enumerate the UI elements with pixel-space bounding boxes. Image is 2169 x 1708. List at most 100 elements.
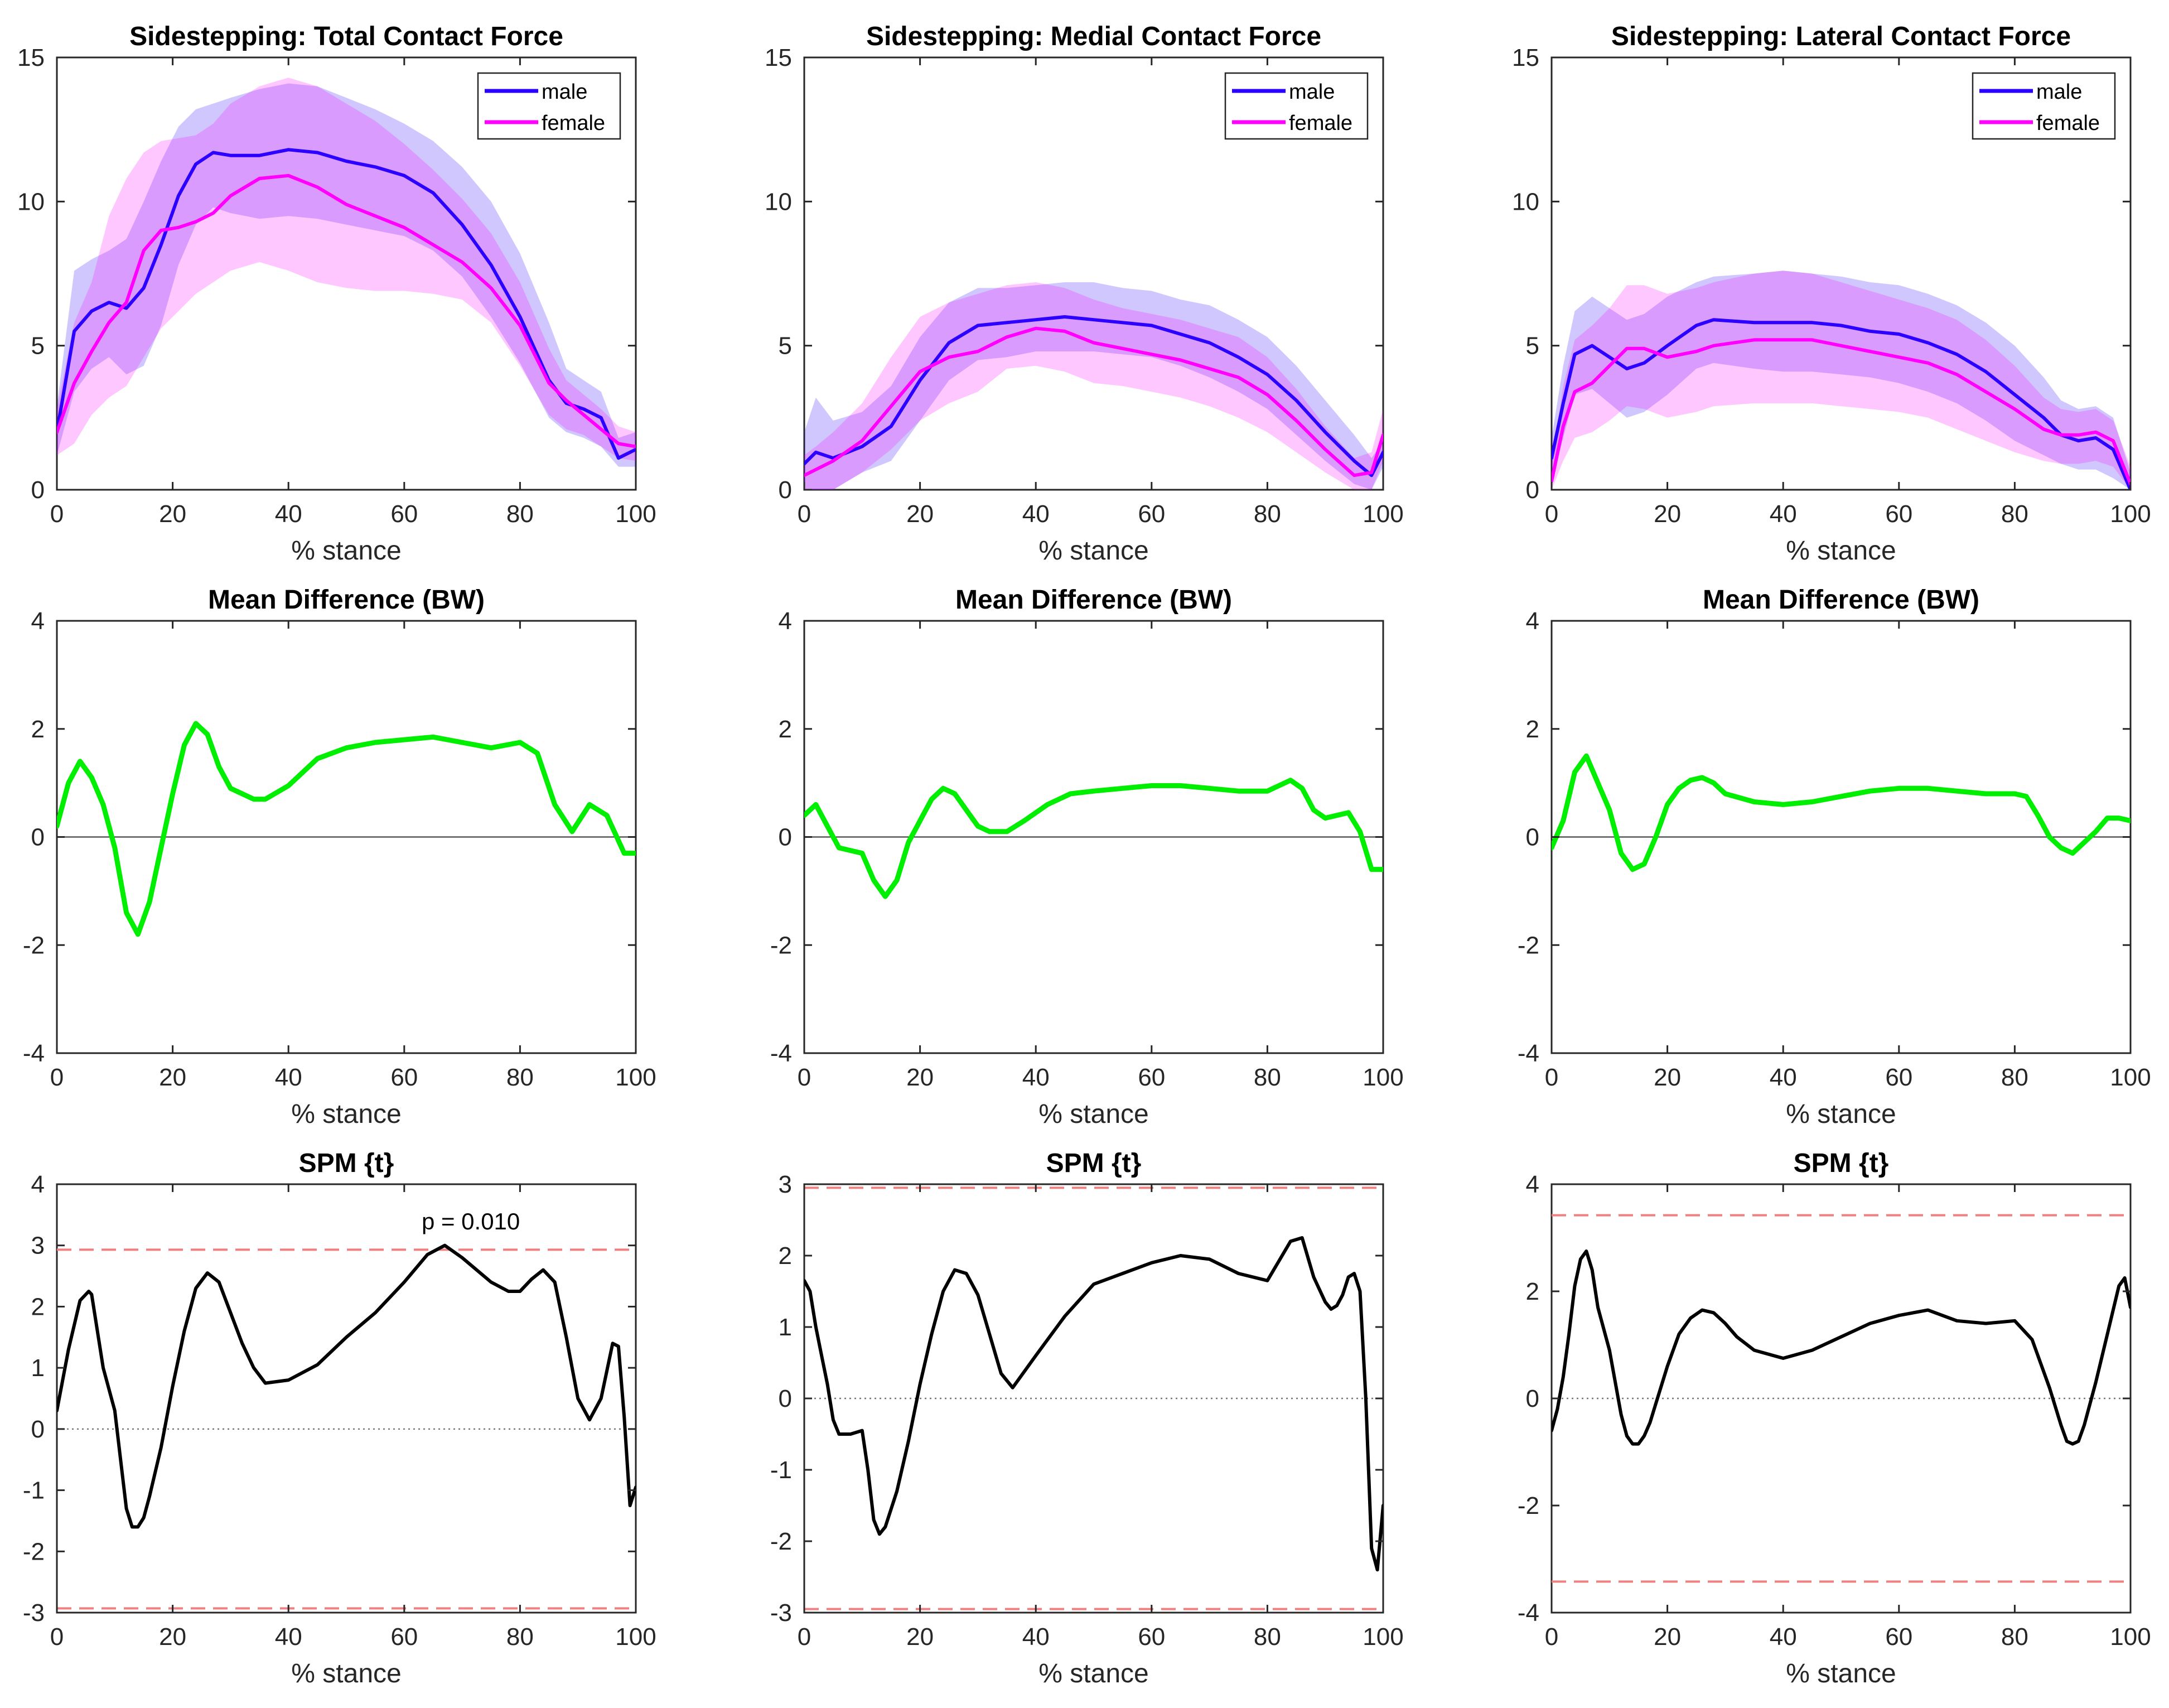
x-axis-label: % stance — [291, 1659, 401, 1688]
x-tick-label: 100 — [2110, 1064, 2151, 1091]
x-tick-label: 80 — [506, 500, 534, 528]
chart-title: Sidestepping: Lateral Contact Force — [1611, 22, 2071, 51]
x-tick-label: 40 — [275, 1064, 302, 1091]
y-tick-label: 15 — [17, 44, 45, 71]
y-tick-label: -4 — [1518, 1040, 1539, 1067]
y-tick-label: 0 — [779, 476, 792, 504]
legend: male female — [477, 72, 621, 140]
x-tick-label: 80 — [1254, 500, 1281, 528]
chart-panel-6: 0 20 40 60 80 100 -4 -2 0 2 4 Mean Difference (BW)%… — [1518, 585, 2151, 1129]
chart-panel-4: 0 20 40 60 80 100 -4 -2 0 2 4 Mean Difference (BW)%… — [23, 585, 656, 1129]
x-tick-label: 60 — [390, 1064, 418, 1091]
y-tick-label: 0 — [779, 1385, 792, 1412]
x-tick-label: 40 — [1022, 500, 1050, 528]
legend-label-male: male — [1289, 80, 1335, 104]
x-axis-label: % stance — [1038, 1659, 1148, 1688]
y-tick-label: -2 — [23, 932, 45, 959]
series-line-SPM-t — [57, 1243, 636, 1529]
axes-box — [56, 1183, 637, 1614]
plot-area — [804, 1186, 1383, 1610]
chart-panel-5: 0 20 40 60 80 100 -4 -2 0 2 4 Mean Difference (BW)%… — [770, 585, 1404, 1129]
x-tick-label: 100 — [615, 1064, 656, 1091]
x-tick-label: 20 — [906, 1623, 934, 1651]
chart-title: Mean Difference (BW) — [1703, 585, 1979, 615]
legend: male female — [1972, 72, 2116, 140]
x-tick-label: 80 — [506, 1623, 534, 1651]
chart-title: SPM {t} — [299, 1149, 394, 1178]
y-tick-label: 2 — [779, 716, 792, 743]
y-tick-label: 2 — [1526, 716, 1539, 743]
x-tick-label: 0 — [798, 1623, 811, 1651]
y-tick-label: -2 — [770, 1528, 792, 1555]
x-tick-label: 40 — [1022, 1623, 1050, 1651]
chart-title: Mean Difference (BW) — [208, 585, 485, 615]
series-line-female — [804, 326, 1383, 477]
series-line-mean-difference — [57, 721, 636, 937]
legend-label-female: female — [1289, 112, 1352, 135]
x-tick-label: 0 — [1545, 1064, 1558, 1091]
x-tick-label: 80 — [2001, 1623, 2028, 1651]
x-tick-label: 60 — [390, 500, 418, 528]
plot-area — [1552, 1214, 2131, 1583]
x-tick-label: 60 — [1885, 1623, 1912, 1651]
y-tick-label: 0 — [779, 824, 792, 851]
series-line-male — [1552, 318, 2131, 490]
legend-label-female: female — [542, 112, 605, 135]
x-axis-label: % stance — [291, 536, 401, 566]
x-tick-label: 40 — [275, 500, 302, 528]
series-line-female — [1552, 338, 2131, 486]
x-axis-label: % stance — [291, 1099, 401, 1129]
y-tick-label: -1 — [770, 1456, 792, 1484]
series-line-mean-difference — [804, 778, 1383, 899]
x-axis-label: % stance — [1786, 1099, 1896, 1129]
legend-label-male: male — [2036, 80, 2082, 104]
y-tick-label: 0 — [31, 824, 45, 851]
y-tick-label: -4 — [770, 1040, 792, 1067]
x-tick-label: 20 — [159, 1064, 186, 1091]
y-tick-label: -2 — [770, 932, 792, 959]
y-tick-label: 5 — [779, 332, 792, 360]
x-tick-label: 20 — [906, 500, 934, 528]
x-tick-label: 0 — [798, 500, 811, 528]
x-axis-label: % stance — [1786, 1659, 1896, 1688]
x-tick-label: 100 — [615, 500, 656, 528]
chart-title: Sidestepping: Medial Contact Force — [866, 22, 1321, 51]
y-tick-label: 0 — [1526, 476, 1539, 504]
x-tick-label: 100 — [2110, 500, 2151, 528]
y-tick-label: 4 — [1526, 607, 1539, 635]
x-tick-label: 0 — [1545, 500, 1558, 528]
x-tick-label: 0 — [50, 1623, 64, 1651]
chart-title: SPM {t} — [1794, 1149, 1889, 1178]
y-tick-label: 0 — [1526, 824, 1539, 851]
x-tick-label: 80 — [2001, 500, 2028, 528]
x-tick-label: 100 — [2110, 1623, 2151, 1651]
x-tick-label: 0 — [1545, 1623, 1558, 1651]
y-tick-label: 1 — [779, 1314, 792, 1341]
plot-area — [1552, 271, 2131, 490]
x-tick-label: 60 — [1885, 1064, 1912, 1091]
legend: male female — [1224, 72, 1369, 140]
y-tick-label: 10 — [1512, 188, 1539, 215]
legend-box — [1224, 72, 1369, 140]
y-tick-label: 3 — [31, 1232, 45, 1260]
legend-label-female: female — [2036, 112, 2100, 135]
x-tick-label: 100 — [1363, 500, 1403, 528]
series-line-SPM-t — [1552, 1249, 2131, 1446]
legend-box — [477, 72, 621, 140]
plot-area — [57, 721, 636, 937]
y-tick-label: 3 — [779, 1171, 792, 1198]
chart-panel-9: 0 20 40 60 80 100 -4 -2 0 2 4 SPM {t} % stance — [1518, 1149, 2151, 1688]
x-tick-label: 80 — [1254, 1623, 1281, 1651]
plot-area — [57, 1243, 636, 1610]
y-tick-label: 1 — [31, 1354, 45, 1382]
y-tick-label: 10 — [765, 188, 792, 215]
y-tick-label: 0 — [31, 476, 45, 504]
y-tick-label: 2 — [31, 716, 45, 743]
y-tick-label: 15 — [765, 44, 792, 71]
x-tick-label: 80 — [2001, 1064, 2028, 1091]
chart-panel-2: 0 20 40 60 80 100 0 5 10 15 Sidestepping: Medial C… — [765, 22, 1404, 566]
y-tick-label: 4 — [1526, 1171, 1539, 1198]
plot-area — [804, 778, 1383, 899]
band-male — [804, 282, 1383, 490]
